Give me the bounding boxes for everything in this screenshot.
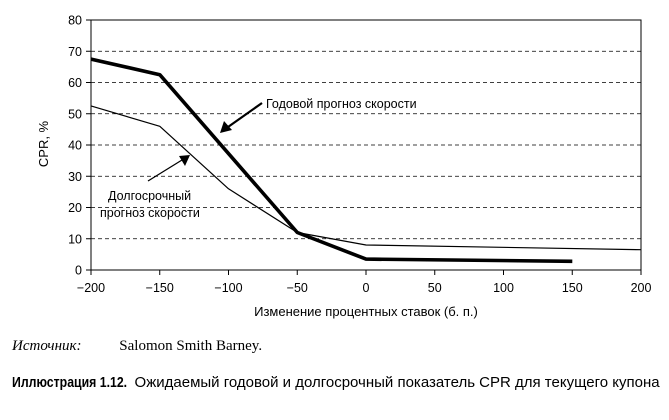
x-axis-ticks: −200 −150 −100 −50 0 50 100 150 200 xyxy=(77,270,652,295)
y-tick-label: 60 xyxy=(68,76,82,90)
source-label: Источник: xyxy=(12,338,82,354)
x-tick-label: 150 xyxy=(562,281,583,295)
x-tick-label: 0 xyxy=(363,281,370,295)
x-axis-label: Изменение процентных ставок (б. п.) xyxy=(254,304,478,319)
source-note: Источник: Salomon Smith Barney. xyxy=(12,338,262,355)
y-tick-label: 80 xyxy=(68,14,82,28)
y-tick-label: 40 xyxy=(68,139,82,153)
gridlines xyxy=(91,50,641,240)
series-lines xyxy=(90,57,642,264)
annual-forecast-arrow xyxy=(220,102,263,133)
y-tick-label: 70 xyxy=(68,45,82,59)
cpr-chart: −200 −150 −100 −50 0 50 100 150 200 0 10 20 30 40 50 6… xyxy=(36,14,652,320)
x-tick-label: −200 xyxy=(77,281,105,295)
longterm-forecast-arrow xyxy=(147,155,190,182)
x-tick-label: 100 xyxy=(493,281,514,295)
longterm-forecast-annotation-line2: прогноз скорости xyxy=(100,206,200,220)
y-tick-label: 50 xyxy=(68,107,82,121)
y-tick-label: 30 xyxy=(68,170,82,184)
caption-text: Ожидаемый годовой и долгосрочный показат… xyxy=(134,374,660,391)
x-tick-label: −50 xyxy=(287,281,308,295)
longterm-forecast-annotation-line1: Долгосрочный xyxy=(108,189,191,203)
longterm-forecast-line xyxy=(90,105,642,251)
figure-caption: Иллюстрация 1.12. Ожидаемый годовой и до… xyxy=(12,374,662,391)
y-axis-ticks: 0 10 20 30 40 50 60 70 80 xyxy=(68,14,91,278)
x-tick-label: 50 xyxy=(428,281,442,295)
x-tick-label: −150 xyxy=(146,281,174,295)
annual-forecast-annotation: Годовой прогноз скорости xyxy=(266,97,417,111)
y-tick-label: 20 xyxy=(68,201,82,215)
x-tick-label: 200 xyxy=(631,281,652,295)
x-tick-label: −100 xyxy=(214,281,242,295)
source-text: Salomon Smith Barney. xyxy=(119,338,263,354)
annual-forecast-line xyxy=(90,57,573,264)
y-tick-label: 0 xyxy=(75,264,82,278)
y-tick-label: 10 xyxy=(68,232,82,246)
caption-label: Иллюстрация 1.12. xyxy=(12,374,128,391)
y-axis-label: CPR, % xyxy=(36,120,51,167)
